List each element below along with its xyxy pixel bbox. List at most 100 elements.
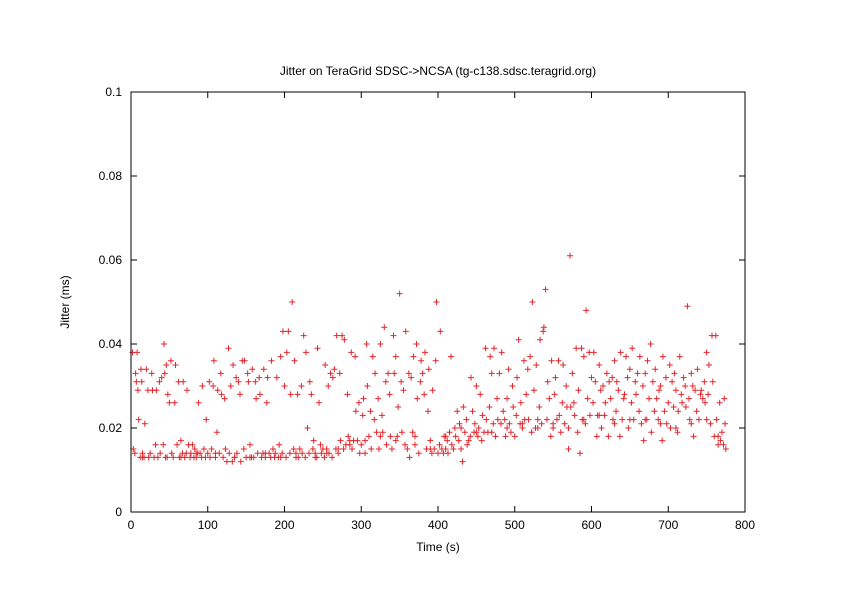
data-point <box>235 378 242 385</box>
data-point <box>448 441 455 448</box>
y-tick-label: 0 <box>115 505 122 519</box>
data-point <box>722 420 729 427</box>
y-tick-label: 0.08 <box>99 169 123 183</box>
data-point <box>411 441 418 448</box>
data-point <box>329 374 336 381</box>
data-point <box>218 391 225 398</box>
data-point <box>381 324 388 331</box>
data-point <box>596 362 603 368</box>
data-point <box>293 454 300 461</box>
data-point <box>323 446 330 452</box>
data-point <box>304 425 311 431</box>
data-point <box>705 362 712 368</box>
data-point <box>583 307 590 314</box>
data-point <box>322 362 329 368</box>
data-point <box>510 404 517 410</box>
data-point <box>560 362 567 368</box>
data-point <box>156 378 163 385</box>
data-point <box>309 446 316 452</box>
data-point <box>465 437 472 444</box>
data-point <box>294 391 301 398</box>
data-point <box>688 420 695 427</box>
data-point <box>362 450 369 457</box>
data-point <box>717 437 724 444</box>
data-point <box>329 454 336 461</box>
data-point <box>246 454 253 461</box>
data-point <box>168 450 175 457</box>
x-tick-label: 300 <box>351 518 371 532</box>
chart-title: Jitter on TeraGrid SDSC->NCSA (tg-c138.s… <box>280 64 596 78</box>
data-point <box>603 370 610 377</box>
data-point <box>487 353 494 360</box>
data-point <box>653 395 660 402</box>
data-point <box>359 412 366 419</box>
data-point <box>348 349 355 356</box>
data-point <box>613 378 620 385</box>
data-point <box>314 345 321 352</box>
data-point <box>252 378 259 385</box>
data-point <box>364 383 371 389</box>
data-point <box>529 299 536 305</box>
data-point <box>233 450 240 457</box>
data-point <box>237 458 244 465</box>
data-point <box>600 383 607 389</box>
data-point <box>177 437 184 444</box>
data-point <box>444 437 451 444</box>
data-point <box>432 357 439 364</box>
data-point <box>231 454 238 461</box>
data-point <box>569 370 576 377</box>
data-point <box>671 370 678 377</box>
data-point <box>502 433 509 440</box>
data-point <box>414 395 421 402</box>
data-point <box>574 429 581 436</box>
data-point <box>395 404 402 410</box>
data-point <box>163 362 170 368</box>
data-point <box>396 290 403 297</box>
data-point <box>312 454 319 461</box>
data-point <box>592 378 599 385</box>
data-point <box>354 437 361 444</box>
data-point <box>154 454 161 461</box>
data-point <box>550 425 557 431</box>
data-point <box>285 328 292 335</box>
data-point <box>298 383 305 389</box>
data-point <box>456 420 463 427</box>
data-point <box>213 429 220 436</box>
data-point <box>494 416 501 423</box>
data-point <box>277 454 284 461</box>
data-point <box>628 399 635 406</box>
data-point <box>588 374 595 381</box>
data-point <box>488 429 495 436</box>
data-point <box>469 408 476 415</box>
data-point <box>442 446 449 452</box>
data-point <box>601 412 608 419</box>
data-point <box>436 441 443 448</box>
data-point <box>461 429 468 436</box>
data-point <box>720 441 727 448</box>
data-point <box>208 446 215 452</box>
x-tick-label: 0 <box>128 518 135 532</box>
data-point <box>368 446 375 452</box>
data-point <box>497 420 504 427</box>
data-point <box>672 425 679 431</box>
data-point <box>467 433 474 440</box>
data-point <box>425 408 432 415</box>
data-point <box>164 391 171 398</box>
data-point <box>153 387 160 394</box>
data-point <box>507 429 514 436</box>
data-point <box>679 399 686 406</box>
data-point <box>296 446 303 452</box>
y-tick-label: 0.04 <box>99 337 123 351</box>
data-point <box>408 374 415 381</box>
data-point <box>477 391 484 398</box>
data-point <box>386 391 393 398</box>
data-point <box>707 420 714 427</box>
data-point <box>204 450 211 457</box>
data-point <box>223 458 230 465</box>
data-point <box>488 370 495 377</box>
data-point <box>570 399 577 406</box>
data-point <box>300 332 307 339</box>
data-point <box>246 441 253 448</box>
data-point <box>454 408 461 415</box>
data-point <box>427 437 434 444</box>
